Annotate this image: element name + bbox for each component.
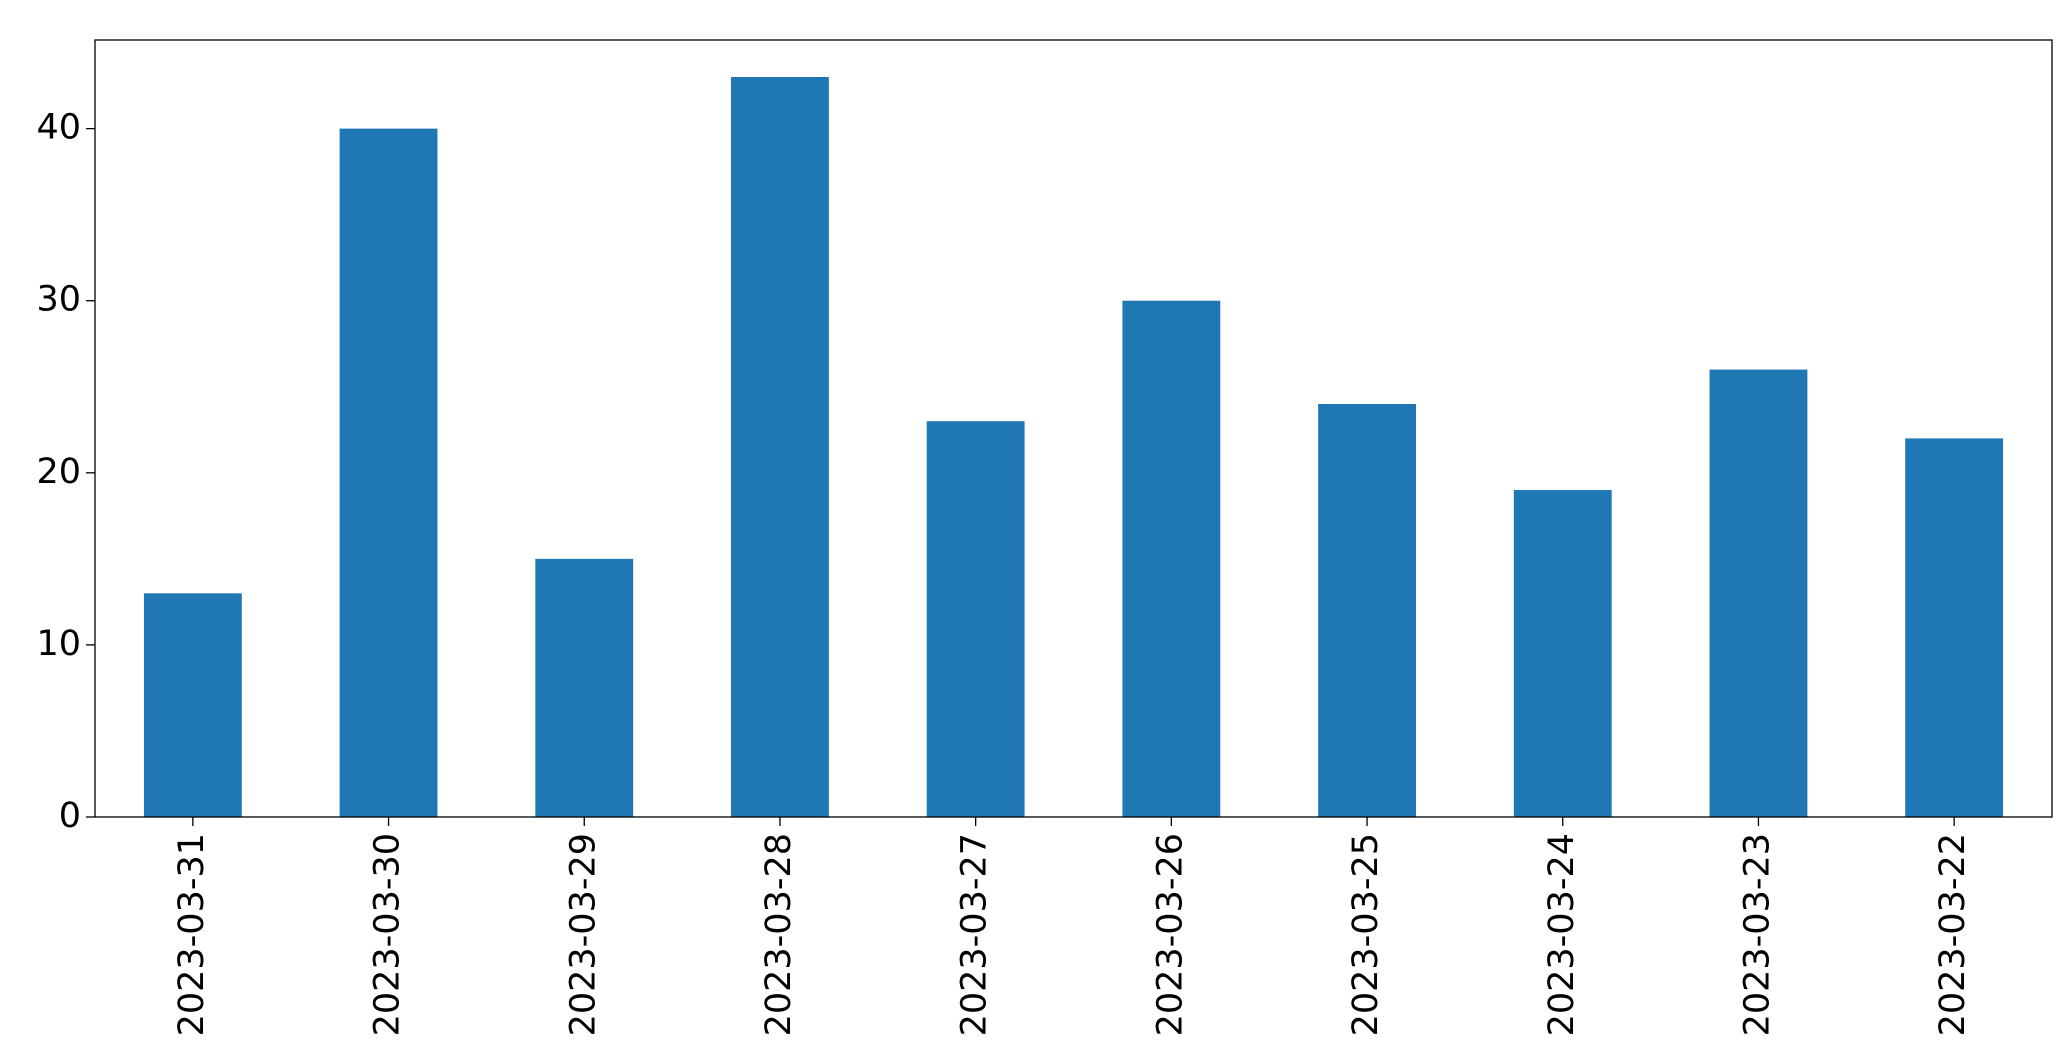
bar [1318,403,1416,817]
bar [1513,490,1612,817]
bar [1709,369,1808,817]
bar [1905,438,2004,817]
x-tick-label: 2023-03-23 [1737,833,1777,1036]
y-tick-label: 10 [36,624,81,664]
x-tick-label: 2023-03-24 [1542,833,1582,1036]
bar [731,77,829,817]
x-tick-label: 2023-03-22 [1933,833,1973,1036]
plot-frame [94,39,2053,818]
x-tick-label: 2023-03-26 [1150,833,1190,1036]
x-tick-label: 2023-03-29 [563,833,603,1036]
bar [339,128,438,817]
x-tick-label: 2023-03-31 [172,833,212,1036]
y-tick-label: 20 [36,452,81,492]
x-tick-label: 2023-03-25 [1346,833,1386,1036]
bar [1122,300,1221,817]
y-tick-label: 0 [59,796,81,836]
bar [926,421,1025,817]
x-tick-label: 2023-03-27 [955,833,995,1036]
x-tick-label: 2023-03-28 [759,833,799,1036]
y-tick-label: 30 [36,280,81,320]
y-tick-label: 40 [36,108,81,148]
bar [535,558,634,817]
x-tick-label: 2023-03-30 [368,833,408,1036]
bar [143,593,242,817]
